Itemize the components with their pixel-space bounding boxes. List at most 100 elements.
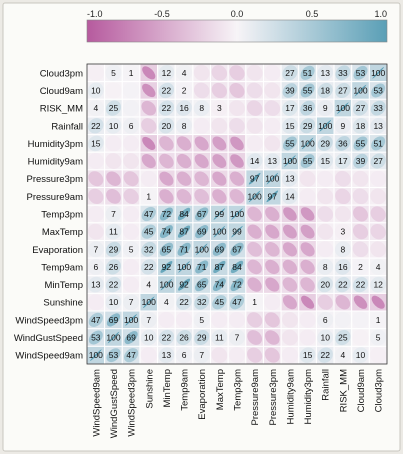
correlation-ellipse: [140, 188, 157, 205]
correlation-ellipse: [352, 170, 369, 187]
legend-tick-label: 1.0: [374, 9, 387, 19]
correlation-ellipse: [371, 136, 386, 151]
correlation-ellipse: [105, 100, 122, 116]
correlation-ellipse: [300, 118, 316, 134]
correlation-ellipse: [317, 170, 334, 187]
correlation-ellipse: [141, 118, 157, 134]
correlation-ellipse: [317, 329, 334, 346]
correlation-ellipse: [282, 259, 298, 275]
correlation-ellipse: [317, 188, 334, 205]
correlation-ellipse: [247, 347, 263, 363]
correlation-ellipse: [334, 117, 351, 134]
correlation-ellipse: [317, 223, 334, 240]
correlation-ellipse: [371, 295, 385, 309]
correlation-ellipse: [123, 188, 139, 204]
correlation-ellipse: [123, 276, 140, 293]
correlation-ellipse: [211, 100, 228, 117]
column-label: Rainfall: [321, 369, 332, 401]
correlation-ellipse: [87, 153, 104, 170]
cell-value-label: 27: [285, 68, 295, 78]
correlation-ellipse: [211, 311, 228, 328]
correlation-ellipse: [195, 277, 209, 292]
cell-value-label: 74: [162, 227, 172, 237]
cell-value-label: 9: [341, 121, 346, 131]
correlation-ellipse: [284, 155, 296, 167]
cell-value-label: 7: [129, 297, 134, 307]
correlation-ellipse: [352, 311, 369, 328]
correlation-ellipse: [141, 224, 156, 239]
cell-value-label: 6: [93, 262, 98, 272]
legend-tick-label: -0.5: [154, 9, 170, 19]
correlation-ellipse: [141, 206, 156, 222]
cell-value-label: 17: [338, 156, 348, 166]
cell-value-label: 53: [356, 68, 366, 78]
correlation-ellipse: [352, 100, 369, 116]
cell-value-label: 92: [179, 280, 189, 290]
correlation-ellipse: [264, 294, 281, 311]
correlation-ellipse: [230, 154, 244, 168]
correlation-ellipse: [140, 170, 157, 187]
correlation-ellipse: [352, 276, 369, 293]
correlation-ellipse: [335, 136, 351, 151]
correlation-ellipse: [229, 189, 245, 204]
correlation-ellipse: [337, 102, 349, 114]
cell-value-label: 5: [111, 68, 116, 78]
correlation-ellipse: [370, 170, 387, 187]
correlation-ellipse: [317, 347, 333, 363]
cell-value-label: 87: [215, 262, 225, 272]
correlation-ellipse: [335, 276, 351, 293]
correlation-ellipse: [370, 311, 387, 328]
correlation-ellipse: [282, 295, 297, 310]
correlation-ellipse: [282, 242, 297, 257]
correlation-ellipse: [353, 65, 368, 80]
cell-value-label: 100: [248, 191, 262, 201]
cell-value-label: 15: [303, 350, 313, 360]
cell-value-label: 3: [341, 227, 346, 237]
cell-value-label: 5: [199, 315, 204, 325]
correlation-ellipse: [370, 329, 387, 346]
legend-tick-label: 0.5: [306, 9, 319, 19]
correlation-ellipse: [246, 135, 263, 152]
cell-value-label: 14: [285, 191, 295, 201]
cell-value-label: 32: [144, 244, 154, 254]
correlation-ellipse: [283, 207, 297, 221]
correlation-ellipse: [176, 64, 193, 81]
cell-value-label: 25: [109, 103, 119, 113]
correlation-ellipse: [211, 65, 228, 81]
correlation-ellipse: [212, 278, 226, 292]
correlation-ellipse: [300, 207, 315, 221]
correlation-ellipse: [265, 242, 280, 257]
correlation-ellipse: [87, 241, 104, 258]
cell-value-label: 4: [376, 262, 381, 272]
correlation-ellipse: [176, 100, 192, 116]
cell-value-label: 26: [109, 262, 119, 272]
correlation-ellipse: [142, 136, 156, 150]
correlation-ellipse: [265, 206, 280, 222]
correlation-ellipse: [282, 83, 298, 98]
correlation-ellipse: [87, 294, 104, 311]
cell-value-label: 69: [215, 244, 225, 254]
correlation-ellipse: [87, 258, 104, 275]
cell-value-label: 7: [146, 315, 151, 325]
correlation-ellipse: [246, 82, 263, 99]
correlation-ellipse: [319, 119, 332, 132]
correlation-ellipse: [212, 295, 227, 310]
correlation-ellipse: [231, 208, 243, 220]
row-labels: Cloud3pm Cloud9am RISK_MM Rainfall Humidity3…: [14, 68, 83, 361]
cell-value-label: 69: [126, 333, 136, 343]
correlation-ellipse: [352, 118, 369, 134]
row-label: Temp9am: [41, 262, 83, 273]
row-label: Humidity9am: [28, 157, 84, 168]
correlation-ellipse: [105, 241, 121, 257]
cell-value-label: 15: [321, 156, 331, 166]
correlation-ellipse: [107, 331, 120, 344]
correlation-ellipse: [141, 154, 156, 169]
correlation-ellipse: [160, 278, 173, 291]
correlation-ellipse: [105, 259, 122, 275]
correlation-ellipse: [88, 312, 103, 327]
cell-value-label: 7: [199, 350, 204, 360]
cell-value-label: 100: [89, 350, 103, 360]
cell-value-label: 39: [285, 85, 295, 95]
correlation-ellipse: [106, 313, 121, 327]
correlation-ellipse: [213, 225, 226, 238]
